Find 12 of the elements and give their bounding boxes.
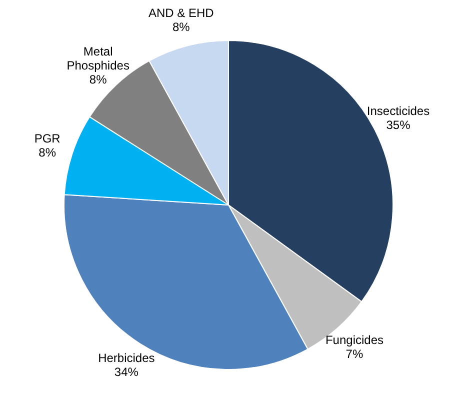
slice-label: Fungicides [325, 333, 384, 348]
data-label: 8% [38, 145, 56, 160]
data-label: 34% [114, 365, 139, 380]
data-label: 8% [172, 20, 190, 34]
data-label: 35% [386, 118, 411, 132]
slice-label: Herbicides [98, 351, 155, 366]
slice-label: Insecticides [366, 104, 430, 118]
slice-label: PGR [34, 131, 61, 146]
slice-label: AND & EHD [148, 6, 214, 20]
data-label: 7% [346, 347, 364, 362]
slice-label: Metal Phosphides [66, 44, 130, 72]
data-label: 8% [89, 72, 108, 86]
